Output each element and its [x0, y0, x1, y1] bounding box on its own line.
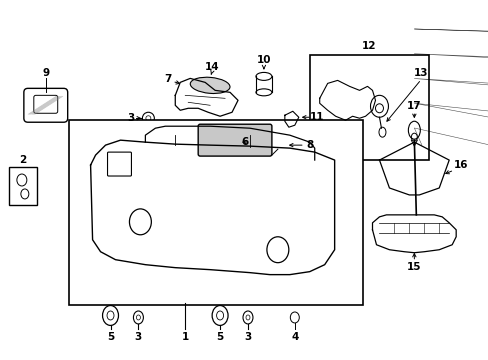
Text: 8: 8	[305, 140, 313, 150]
Text: 6: 6	[241, 137, 248, 147]
Text: 3: 3	[244, 332, 251, 342]
Text: 3: 3	[126, 113, 134, 123]
Text: 4: 4	[290, 332, 298, 342]
Text: 14: 14	[204, 62, 219, 72]
Bar	[68, 120, 362, 305]
Bar	[9, 167, 37, 205]
Bar	[309, 55, 428, 160]
Text: 17: 17	[406, 101, 421, 111]
Text: 10: 10	[256, 55, 271, 66]
Text: 3: 3	[135, 332, 142, 342]
Text: 12: 12	[362, 41, 376, 50]
Text: 2: 2	[19, 155, 26, 165]
Text: 13: 13	[413, 68, 427, 78]
FancyBboxPatch shape	[34, 95, 58, 113]
Text: 9: 9	[42, 68, 49, 78]
Text: 15: 15	[406, 262, 421, 272]
Text: 1: 1	[181, 332, 188, 342]
FancyBboxPatch shape	[198, 124, 271, 156]
Text: 11: 11	[309, 112, 324, 122]
Text: 5: 5	[107, 332, 114, 342]
Ellipse shape	[190, 77, 229, 94]
Text: 5: 5	[216, 332, 224, 342]
Text: 16: 16	[453, 160, 468, 170]
Text: 7: 7	[164, 75, 172, 84]
